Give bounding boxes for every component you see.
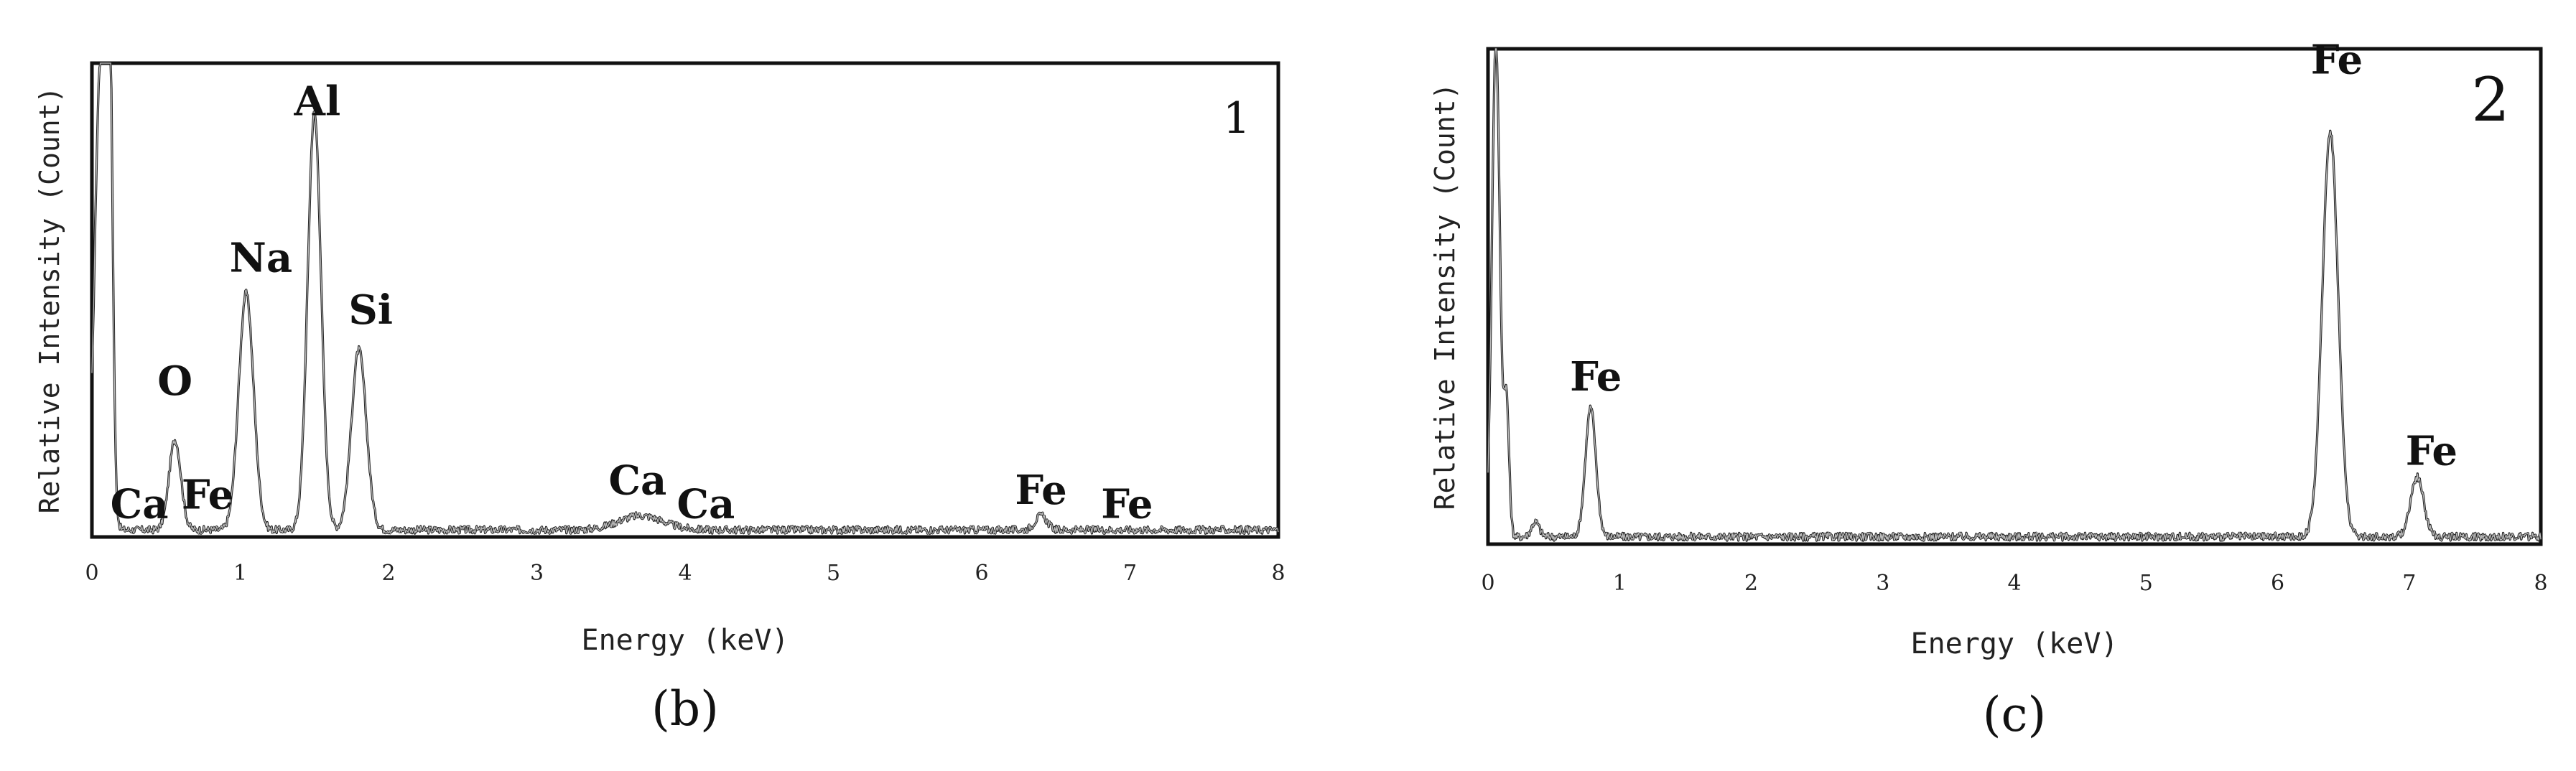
x-tick-label: 0	[85, 561, 98, 586]
x-tick-label: 3	[1876, 571, 1889, 596]
peak-label-fe: Fe	[182, 471, 233, 518]
spectrum-line	[1487, 47, 2542, 542]
panel-label: (c)	[1983, 687, 2046, 742]
spectrum-number-label: 1	[1223, 93, 1250, 144]
peak-label-ca: Ca	[676, 481, 735, 528]
panel-label: (b)	[651, 681, 719, 737]
peak-label-ca: Ca	[111, 481, 169, 528]
peak-label-o: O	[157, 358, 192, 405]
x-tick-label: 1	[1613, 571, 1627, 596]
chart-panel-b: 0 1 2 3 4 5 6 7 8 Energy (keV) Relative Intensity …	[34, 61, 1285, 737]
x-tick-label: 8	[1271, 561, 1285, 586]
peak-label-fe: Fe	[1101, 481, 1153, 528]
chart-panel-c: 0 1 2 3 4 5 6 7 8 Energy (keV) Relative Intensity …	[1429, 37, 2548, 743]
peak-label-si: Si	[348, 286, 393, 334]
peak-label-ca: Ca	[608, 457, 666, 505]
peak-label-fe: Fe	[1015, 467, 1066, 514]
plot-frame	[90, 61, 1280, 539]
spectrum-line-highlight	[1487, 48, 2542, 543]
peak-label-fe: Fe	[2406, 428, 2458, 475]
x-tick-label: 6	[2271, 571, 2284, 596]
x-axis-label: Energy (keV)	[582, 624, 789, 657]
x-tick-label: 4	[678, 561, 692, 586]
x-tick-label: 2	[381, 561, 395, 586]
spectrum-line	[90, 62, 1280, 536]
x-tick-label: 1	[233, 561, 247, 586]
x-tick-label: 8	[2534, 571, 2547, 596]
peak-label-fe: Fe	[2311, 37, 2363, 84]
y-axis-label: Relative Intensity (Count)	[34, 87, 65, 514]
x-tick-label: 7	[1123, 561, 1137, 586]
spectrum-number-label: 2	[2471, 65, 2509, 135]
x-tick-label: 0	[1481, 571, 1494, 596]
x-tick-label: 5	[827, 561, 840, 586]
y-axis-label: Relative Intensity (Count)	[1429, 83, 1461, 510]
x-tick-label: 2	[1744, 571, 1758, 596]
x-axis-label: Energy (keV)	[1911, 627, 2119, 660]
peak-label-na: Na	[230, 234, 292, 281]
x-tick-label: 4	[2007, 571, 2021, 596]
plot-frame	[1486, 47, 2543, 546]
x-tick-label: 3	[530, 561, 544, 586]
peak-label-al: Al	[294, 78, 341, 126]
x-tick-label: 5	[2139, 571, 2153, 596]
x-tick-label: 6	[975, 561, 988, 586]
spectrum-line-highlight	[91, 62, 1279, 536]
peak-label-fe: Fe	[1570, 353, 1622, 401]
x-tick-label: 7	[2402, 571, 2416, 596]
